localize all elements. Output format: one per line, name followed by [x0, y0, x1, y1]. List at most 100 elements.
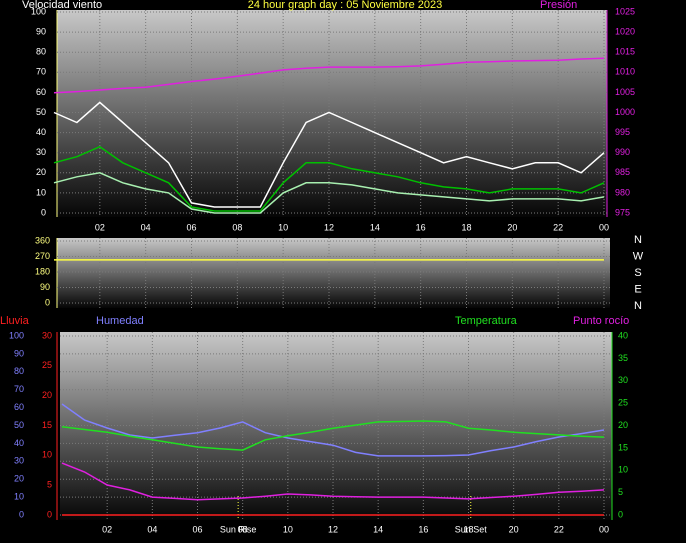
- y-tick-label: 100: [9, 330, 24, 340]
- x-tick-label: 00: [599, 524, 609, 534]
- y-tick-label: 995: [615, 127, 630, 137]
- y-tick-label: 985: [615, 167, 630, 177]
- y-tick-label: 0: [47, 509, 52, 519]
- x-tick-label: 12: [328, 524, 338, 534]
- y-tick-label: 90: [36, 26, 46, 36]
- compass-label: S: [634, 267, 641, 279]
- series-line: [61, 420, 605, 451]
- y-tick-label: 40: [14, 438, 24, 448]
- y-tick-label: 80: [36, 47, 46, 57]
- x-tick-label: 18: [463, 524, 473, 534]
- y-tick-label: 20: [36, 167, 46, 177]
- y-tick-label: 0: [45, 297, 50, 307]
- series-line: [53, 57, 605, 94]
- axis-title: Velocidad viento: [22, 0, 102, 11]
- y-tick-label: 270: [35, 251, 50, 261]
- x-tick-label: 12: [324, 222, 334, 232]
- y-tick-label: 30: [42, 330, 52, 340]
- x-tick-label: 10: [283, 524, 293, 534]
- y-tick-label: 10: [14, 491, 24, 501]
- y-tick-label: 0: [41, 207, 46, 217]
- x-tick-label: 18: [461, 222, 471, 232]
- y-tick-label: 15: [42, 420, 52, 430]
- y-tick-label: 20: [618, 420, 628, 430]
- annotation: Sun Set: [455, 524, 488, 534]
- annotation: Sun Rise: [220, 524, 257, 534]
- compass-label: W: [633, 250, 644, 262]
- y-tick-label: 0: [618, 509, 623, 519]
- x-tick-label: 04: [141, 222, 151, 232]
- series-line: [61, 462, 605, 501]
- y-tick-label: 60: [14, 402, 24, 412]
- y-tick-label: 20: [42, 390, 52, 400]
- y-tick-label: 180: [35, 266, 50, 276]
- plot-area: [57, 238, 610, 308]
- x-tick-label: 04: [147, 524, 157, 534]
- x-tick-label: 20: [507, 222, 517, 232]
- y-tick-label: 1005: [615, 87, 635, 97]
- y-tick-label: 60: [36, 87, 46, 97]
- y-tick-label: 30: [618, 375, 628, 385]
- x-tick-label: 00: [599, 222, 609, 232]
- y-tick-label: 360: [35, 235, 50, 245]
- y-tick-label: 80: [14, 366, 24, 376]
- x-tick-label: 08: [238, 524, 248, 534]
- y-tick-label: 975: [615, 207, 630, 217]
- y-tick-label: 30: [14, 456, 24, 466]
- y-tick-label: 25: [42, 360, 52, 370]
- y-tick-label: 35: [618, 353, 628, 363]
- y-tick-label: 980: [615, 187, 630, 197]
- x-tick-label: 22: [553, 222, 563, 232]
- x-tick-label: 10: [278, 222, 288, 232]
- y-tick-label: 90: [14, 348, 24, 358]
- y-tick-label: 10: [618, 465, 628, 475]
- axis-title: Presión: [540, 0, 577, 11]
- y-tick-label: 20: [14, 474, 24, 484]
- y-tick-label: 1010: [615, 67, 635, 77]
- y-tick-label: 50: [36, 107, 46, 117]
- x-tick-label: 16: [418, 524, 428, 534]
- y-tick-label: 10: [36, 187, 46, 197]
- x-tick-label: 22: [554, 524, 564, 534]
- y-tick-label: 15: [618, 442, 628, 452]
- x-tick-label: 20: [509, 524, 519, 534]
- legend-label: Temperatura: [455, 315, 518, 327]
- series-line: [61, 403, 605, 457]
- y-tick-label: 40: [618, 330, 628, 340]
- x-tick-label: 06: [186, 222, 196, 232]
- chart-title: 24 hour graph day : 05 Noviembre 2023: [248, 0, 442, 11]
- compass-label: N: [634, 234, 642, 246]
- x-tick-label: 02: [95, 222, 105, 232]
- y-tick-label: 40: [36, 127, 46, 137]
- y-tick-label: 25: [618, 398, 628, 408]
- y-tick-label: 0: [19, 509, 24, 519]
- x-tick-label: 14: [373, 524, 383, 534]
- series-line: [53, 172, 605, 214]
- y-tick-label: 1020: [615, 26, 635, 36]
- y-tick-label: 30: [36, 147, 46, 157]
- series-line: [53, 145, 605, 212]
- compass-label: E: [634, 283, 641, 295]
- y-tick-label: 990: [615, 147, 630, 157]
- y-tick-label: 70: [14, 384, 24, 394]
- legend-label: Punto rocío: [573, 315, 629, 327]
- y-tick-label: 1015: [615, 47, 635, 57]
- y-tick-label: 1000: [615, 107, 635, 117]
- legend-label: Lluvia: [0, 315, 30, 327]
- y-tick-label: 70: [36, 67, 46, 77]
- y-tick-label: 10: [42, 450, 52, 460]
- y-tick-label: 90: [40, 282, 50, 292]
- legend-label: Humedad: [96, 315, 144, 327]
- x-tick-label: 16: [416, 222, 426, 232]
- compass-label: N: [634, 300, 642, 312]
- x-tick-label: 14: [370, 222, 380, 232]
- y-tick-label: 1025: [615, 6, 635, 16]
- y-tick-label: 5: [618, 487, 623, 497]
- y-tick-label: 50: [14, 420, 24, 430]
- x-tick-label: 06: [192, 524, 202, 534]
- y-tick-label: 5: [47, 480, 52, 490]
- series-line: [53, 101, 605, 208]
- x-tick-label: 02: [102, 524, 112, 534]
- x-tick-label: 08: [232, 222, 242, 232]
